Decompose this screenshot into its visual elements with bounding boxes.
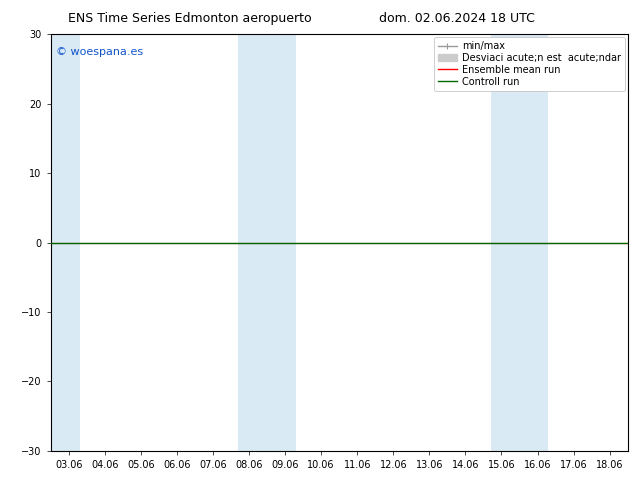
- Bar: [51, 34, 79, 451]
- Text: © woespana.es: © woespana.es: [56, 47, 144, 57]
- Text: ENS Time Series Edmonton aeropuerto: ENS Time Series Edmonton aeropuerto: [68, 12, 312, 25]
- Bar: [491, 34, 548, 451]
- Bar: [238, 34, 296, 451]
- Legend: min/max, Desviaci acute;n est  acute;ndar, Ensemble mean run, Controll run: min/max, Desviaci acute;n est acute;ndar…: [434, 37, 624, 91]
- Text: dom. 02.06.2024 18 UTC: dom. 02.06.2024 18 UTC: [378, 12, 534, 25]
